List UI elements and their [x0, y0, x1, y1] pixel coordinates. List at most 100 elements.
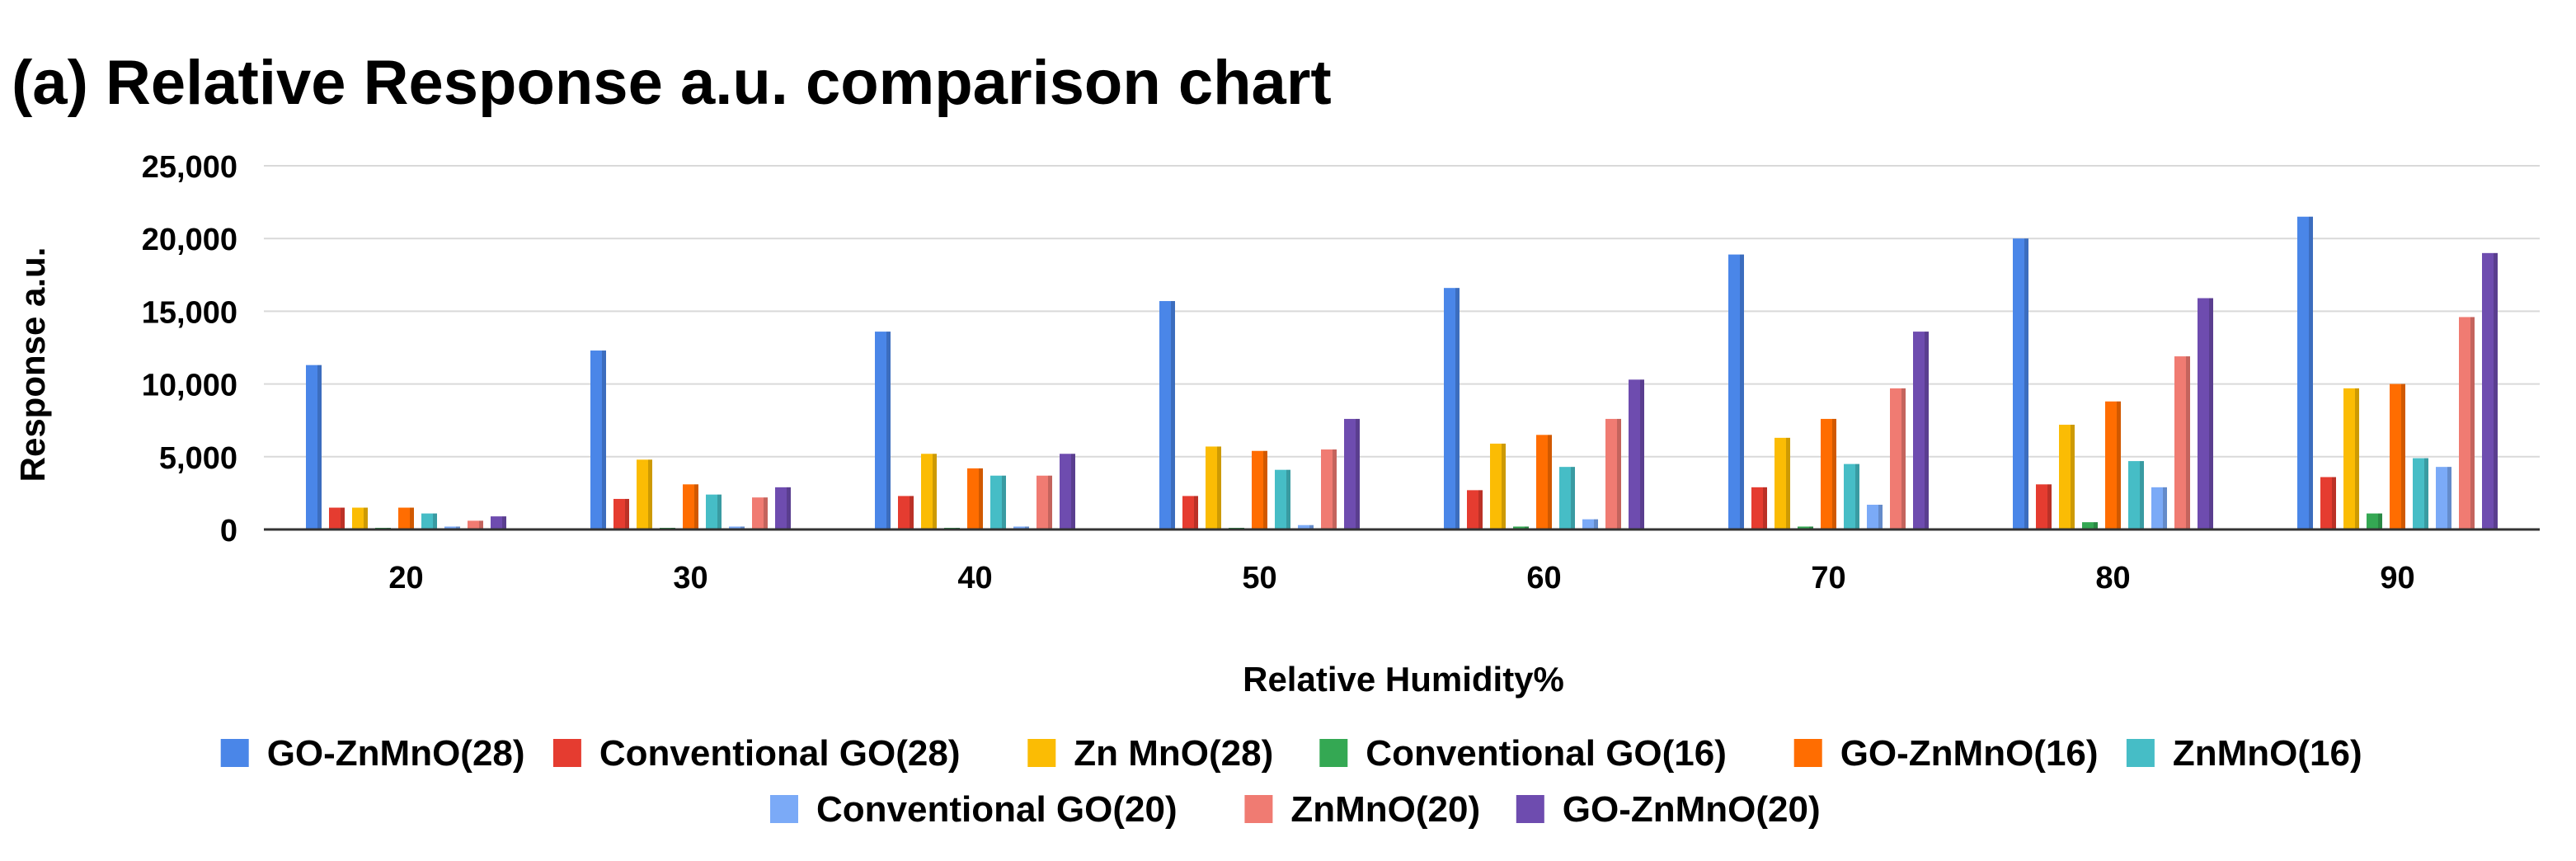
bar-shade [1309, 525, 1314, 529]
bar: GO-ZnMnO(20) @ 60: 10300 [1629, 379, 1644, 529]
bar: Zn MnO(28) @ 60: 5900 [1490, 443, 1506, 529]
bar: GO-ZnMnO(28) @ 60: 16600 [1444, 288, 1460, 529]
bar-shade [1832, 418, 1836, 529]
bar: GO-ZnMnO(20) @ 70: 13600 [1913, 332, 1929, 529]
bar-shade [2355, 388, 2359, 529]
legend-item: GO-ZnMnO(20) [1516, 789, 1821, 830]
bar-shade [2186, 356, 2190, 529]
bar-shade [1478, 490, 1483, 529]
bar: GO-ZnMnO(28) @ 90: 21500 [2297, 216, 2313, 529]
x-tick-label: 60 [1526, 561, 1561, 595]
bar-shade [502, 516, 506, 529]
bar: Zn MnO(28) @ 80: 7200 [2059, 424, 2075, 529]
x-tick-label: 90 [2380, 561, 2414, 595]
bar-shade [2424, 458, 2428, 529]
bar-shade [910, 496, 914, 529]
legend-swatch [2126, 739, 2155, 767]
grid-lines [264, 165, 2540, 458]
bar-shade [979, 468, 983, 529]
x-tick-label: 70 [1811, 561, 1845, 595]
bar-shade [717, 494, 722, 529]
bar: Conventional GO(16) @ 80: 500 [2082, 522, 2098, 529]
bar-shade [625, 498, 629, 529]
bar-shade [2071, 424, 2075, 529]
bar-shade [2309, 216, 2313, 529]
legend-swatch [220, 739, 249, 767]
legend-swatch [1793, 739, 1822, 767]
legend-label: Conventional GO(28) [599, 733, 961, 774]
legend-item: ZnMnO(16) [2126, 733, 2362, 774]
bar: Conventional GO(20) @ 20: 200 [444, 526, 460, 529]
legend-swatch [1244, 795, 1273, 823]
y-axis-ticks: 0 5,000 10,000 15,000 20,000 25,000 [142, 150, 237, 548]
bar: GO-ZnMnO(16) @ 80: 8800 [2105, 401, 2121, 529]
bar: ZnMnO(20) @ 40: 3700 [1037, 475, 1052, 529]
bar-shade [2470, 317, 2475, 529]
x-tick-label: 50 [1242, 561, 1276, 595]
bar-shade [2332, 477, 2336, 529]
bar-shade [1194, 496, 1198, 529]
legend-swatch [552, 739, 581, 767]
legend-label: GO-ZnMnO(28) [267, 733, 525, 774]
bar-shade [1333, 449, 1337, 529]
bar: ZnMnO(20) @ 90: 14600 [2459, 317, 2475, 529]
bar: GO-ZnMnO(20) @ 20: 900 [491, 516, 506, 529]
bar: Zn MnO(28) @ 90: 9700 [2343, 388, 2359, 529]
bar-shade [1171, 301, 1175, 529]
bar-shade [1002, 475, 1006, 529]
legend-label: GO-ZnMnO(20) [1563, 789, 1821, 830]
bar-shade [1855, 463, 1859, 529]
bar: Conventional GO(28) @ 70: 2900 [1751, 487, 1767, 529]
bar: GO-ZnMnO(16) @ 90: 10000 [2390, 383, 2405, 529]
x-tick-label: 40 [957, 561, 992, 595]
bar-shade [1594, 519, 1598, 529]
bar-shade [341, 507, 345, 529]
bar: GO-ZnMnO(20) @ 30: 2900 [775, 487, 791, 529]
bar-shade [1048, 475, 1052, 529]
bar: Conventional GO(20) @ 80: 2900 [2151, 487, 2167, 529]
bar-shade [1901, 388, 1906, 529]
bar: Conventional GO(28) @ 60: 2700 [1467, 490, 1483, 529]
bar: GO-ZnMnO(28) @ 70: 18900 [1728, 254, 1744, 529]
legend-item: Conventional GO(16) [1319, 733, 1727, 774]
bar: Conventional GO(20) @ 50: 300 [1298, 525, 1314, 529]
legend-item: Zn MnO(28) [1027, 733, 1273, 774]
bar-shade [2140, 461, 2144, 529]
legend-item: ZnMnO(20) [1244, 789, 1480, 830]
legend-label: Zn MnO(28) [1074, 733, 1273, 774]
bar-shade [787, 487, 791, 529]
bar: Conventional GO(28) @ 90: 3600 [2320, 477, 2336, 529]
bar: ZnMnO(16) @ 50: 4100 [1275, 469, 1290, 529]
bar-shade [740, 526, 745, 529]
bar-shade [1263, 450, 1267, 529]
bar-shade [1455, 288, 1460, 529]
bar-shade [2117, 401, 2121, 529]
bar: ZnMnO(20) @ 50: 5500 [1321, 449, 1337, 529]
legend-label: GO-ZnMnO(16) [1840, 733, 2099, 774]
bar-shade [2163, 487, 2167, 529]
bar: Conventional GO(28) @ 20: 1500 [329, 507, 345, 529]
bar-shade [602, 351, 606, 529]
bar: ZnMnO(16) @ 20: 1100 [421, 513, 437, 529]
x-tick-label: 80 [2095, 561, 2130, 595]
bar: Conventional GO(20) @ 60: 700 [1582, 519, 1598, 529]
bar: ZnMnO(20) @ 80: 11900 [2174, 356, 2190, 529]
bars: GO-ZnMnO(28) @ 20: 11300 Conventional GO(… [264, 216, 2540, 531]
bar: Conventional GO(20) @ 90: 4300 [2436, 467, 2451, 529]
bar-shade [2094, 522, 2098, 529]
bar: Zn MnO(28) @ 30: 4800 [637, 459, 652, 529]
chart-title: (a) Relative Response a.u. comparison ch… [12, 48, 1332, 118]
bar: ZnMnO(16) @ 90: 4900 [2413, 458, 2428, 529]
bar-shade [1617, 418, 1621, 529]
bar-shade [1025, 526, 1029, 529]
bar-shade [886, 332, 891, 529]
bar-shade [479, 520, 483, 529]
bar: ZnMnO(20) @ 70: 9700 [1890, 388, 1906, 529]
y-tick-label: 25,000 [142, 150, 237, 185]
legend-item: GO-ZnMnO(28) [220, 733, 525, 774]
bar: GO-ZnMnO(16) @ 70: 7600 [1821, 418, 1836, 529]
bar-shade [648, 459, 652, 529]
bar: GO-ZnMnO(28) @ 40: 13600 [875, 332, 891, 529]
